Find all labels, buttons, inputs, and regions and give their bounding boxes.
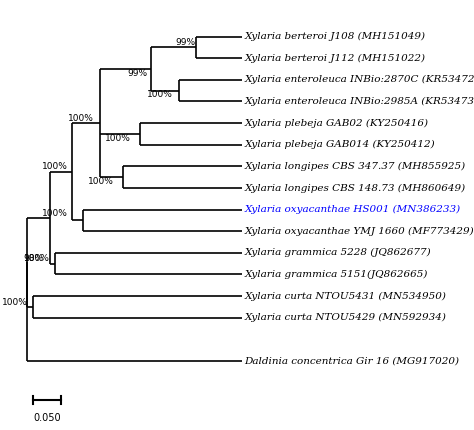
Text: 100%: 100% bbox=[104, 134, 130, 143]
Text: Daldinia concentrica Gir 16 (MG917020): Daldinia concentrica Gir 16 (MG917020) bbox=[245, 356, 459, 366]
Text: Xylaria longipes CBS 347.37 (MH855925): Xylaria longipes CBS 347.37 (MH855925) bbox=[245, 162, 465, 171]
Text: Xylaria oxyacanthae HS001 (MN386233): Xylaria oxyacanthae HS001 (MN386233) bbox=[245, 205, 460, 214]
Text: 99%: 99% bbox=[127, 69, 147, 78]
Text: Xylaria enteroleuca INBio:2870C (KR534725): Xylaria enteroleuca INBio:2870C (KR53472… bbox=[245, 75, 474, 84]
Text: Xylaria curta NTOU5431 (MN534950): Xylaria curta NTOU5431 (MN534950) bbox=[245, 292, 446, 301]
Text: 100%: 100% bbox=[24, 254, 50, 263]
Text: 100%: 100% bbox=[42, 162, 68, 171]
Text: Xylaria enteroleuca INBio:2985A (KR534733): Xylaria enteroleuca INBio:2985A (KR53473… bbox=[245, 97, 474, 106]
Text: Xylaria oxyacanthae YMJ 1660 (MF773429): Xylaria oxyacanthae YMJ 1660 (MF773429) bbox=[245, 227, 474, 236]
Text: Xylaria grammica 5151(JQ862665): Xylaria grammica 5151(JQ862665) bbox=[245, 270, 428, 279]
Text: Xylaria berteroi J108 (MH151049): Xylaria berteroi J108 (MH151049) bbox=[245, 32, 425, 41]
Text: Xylaria plebeja GAB014 (KY250412): Xylaria plebeja GAB014 (KY250412) bbox=[245, 140, 435, 149]
Text: 98%: 98% bbox=[24, 254, 44, 263]
Text: 0.050: 0.050 bbox=[33, 413, 61, 423]
Text: 100%: 100% bbox=[68, 114, 94, 123]
Text: Xylaria plebeja GAB02 (KY250416): Xylaria plebeja GAB02 (KY250416) bbox=[245, 119, 428, 128]
Text: Xylaria grammica 5228 (JQ862677): Xylaria grammica 5228 (JQ862677) bbox=[245, 248, 431, 258]
Text: Xylaria longipes CBS 148.73 (MH860649): Xylaria longipes CBS 148.73 (MH860649) bbox=[245, 184, 465, 193]
Text: 100%: 100% bbox=[2, 298, 27, 307]
Text: Xylaria berteroi J112 (MH151022): Xylaria berteroi J112 (MH151022) bbox=[245, 54, 425, 63]
Text: 99%: 99% bbox=[176, 37, 196, 46]
Text: Xylaria curta NTOU5429 (MN592934): Xylaria curta NTOU5429 (MN592934) bbox=[245, 313, 446, 322]
Text: 100%: 100% bbox=[42, 209, 68, 218]
Text: 100%: 100% bbox=[147, 90, 173, 99]
Text: 100%: 100% bbox=[88, 177, 113, 186]
